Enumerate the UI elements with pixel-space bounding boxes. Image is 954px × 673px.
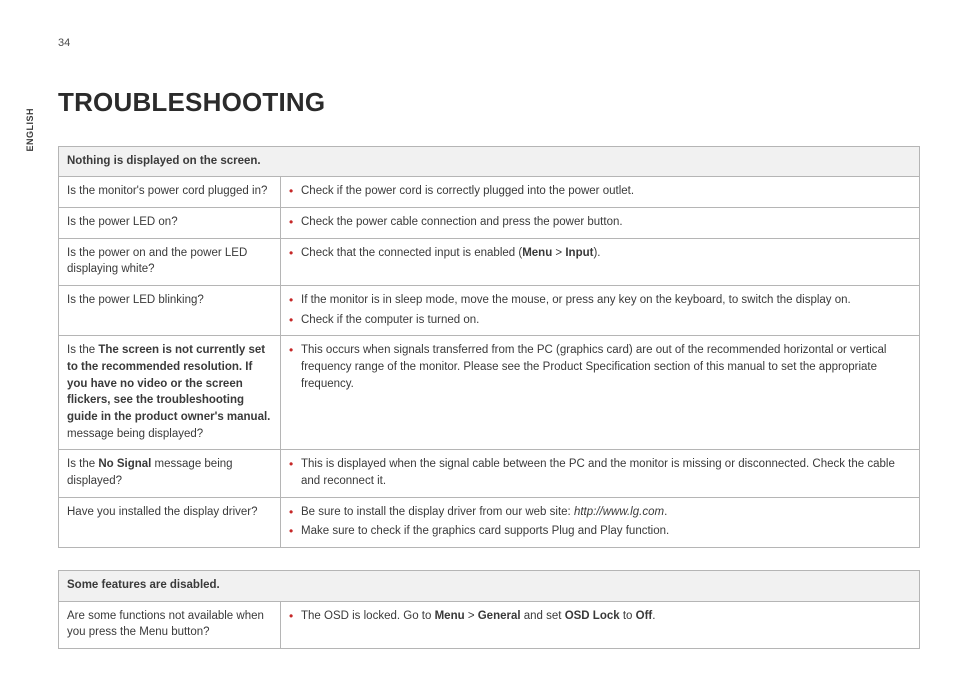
table-row: Is the power LED blinking? If the monitor… (59, 286, 920, 336)
answer-cell: This occurs when signals transferred fro… (281, 336, 920, 450)
table-header: Some features are disabled. (59, 571, 920, 602)
language-tab: ENGLISH (24, 108, 37, 152)
answer-cell: This is displayed when the signal cable … (281, 450, 920, 497)
answer-bullet: Check the power cable connection and pre… (289, 214, 911, 231)
question-cell: Are some functions not available when yo… (59, 601, 281, 648)
answer-cell: The OSD is locked. Go to Menu > General … (281, 601, 920, 648)
page-title: TROUBLESHOOTING (58, 84, 920, 122)
answer-cell: Check the power cable connection and pre… (281, 208, 920, 239)
answer-cell: Check that the connected input is enable… (281, 238, 920, 285)
answer-bullet: Make sure to check if the graphics card … (289, 523, 911, 540)
answer-bullet: The OSD is locked. Go to Menu > General … (289, 608, 911, 625)
question-cell: Is the power on and the power LED displa… (59, 238, 281, 285)
answer-cell: Check if the power cord is correctly plu… (281, 177, 920, 208)
page-number: 34 (58, 36, 70, 52)
question-cell: Is the monitor's power cord plugged in? (59, 177, 281, 208)
troubleshooting-table-2: Some features are disabled. Are some fun… (58, 570, 920, 649)
table-row: Have you installed the display driver? Be… (59, 497, 920, 547)
table-row: Is the The screen is not currently set t… (59, 336, 920, 450)
table-header: Nothing is displayed on the screen. (59, 146, 920, 177)
answer-bullet: Check if the computer is turned on. (289, 312, 911, 329)
question-cell: Is the power LED on? (59, 208, 281, 239)
answer-cell: If the monitor is in sleep mode, move th… (281, 286, 920, 336)
answer-bullet: This occurs when signals transferred fro… (289, 342, 911, 392)
table-row: Is the No Signal message being displayed… (59, 450, 920, 497)
answer-cell: Be sure to install the display driver fr… (281, 497, 920, 547)
content-area: TROUBLESHOOTING Nothing is displayed on … (58, 84, 920, 671)
question-cell: Is the The screen is not currently set t… (59, 336, 281, 450)
answer-bullet: Check if the power cord is correctly plu… (289, 183, 911, 200)
answer-bullet: If the monitor is in sleep mode, move th… (289, 292, 911, 309)
question-cell: Is the power LED blinking? (59, 286, 281, 336)
table-row: Are some functions not available when yo… (59, 601, 920, 648)
answer-bullet: Be sure to install the display driver fr… (289, 504, 911, 521)
answer-bullet: Check that the connected input is enable… (289, 245, 911, 262)
table-row: Is the power LED on? Check the power cabl… (59, 208, 920, 239)
question-cell: Is the No Signal message being displayed… (59, 450, 281, 497)
table-row: Is the monitor's power cord plugged in? C… (59, 177, 920, 208)
question-cell: Have you installed the display driver? (59, 497, 281, 547)
answer-bullet: This is displayed when the signal cable … (289, 456, 911, 489)
table-row: Is the power on and the power LED displa… (59, 238, 920, 285)
troubleshooting-table-1: Nothing is displayed on the screen. Is t… (58, 146, 920, 548)
